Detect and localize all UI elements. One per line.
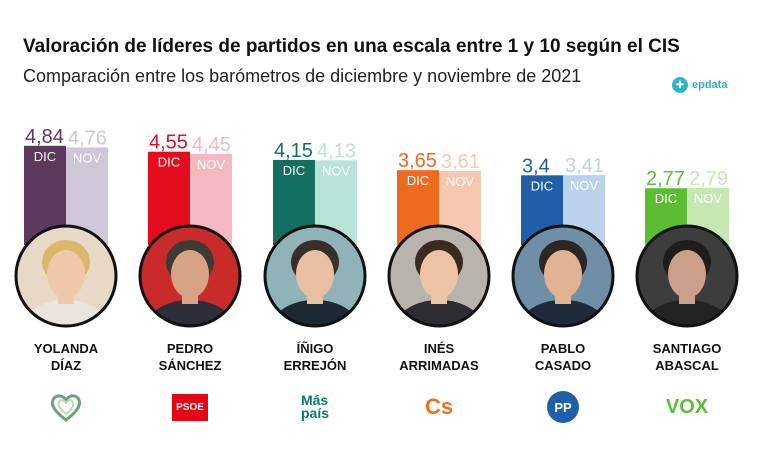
portrait-frame-pedro-sanchez	[138, 224, 242, 328]
leader-last-name: SÁNCHEZ	[158, 358, 222, 373]
portrait-santiago-abascal	[638, 227, 736, 325]
value-label-dic-pedro-sanchez: 4,55	[149, 132, 188, 154]
mas-pais-logo-text: Más país	[300, 392, 329, 421]
pp-logo-icon: PP	[533, 390, 593, 424]
cs-logo-text: Cs	[424, 394, 454, 419]
series-tag-dic: DIC	[655, 191, 677, 206]
vox-logo-icon: VOX	[657, 390, 717, 424]
chart-subtitle: Comparación entre los barómetros de dici…	[23, 66, 582, 86]
heart-logo-icon	[36, 390, 96, 424]
series-tag-nov: NOV	[197, 157, 226, 172]
leader-first-name: INÉS	[423, 341, 455, 356]
value-label-dic-inigo-errejon: 4,15	[274, 140, 313, 162]
value-label-nov-pablo-casado: 3,41	[565, 155, 604, 177]
epdata-brand-text: epdata	[692, 79, 728, 91]
series-tag-nov: NOV	[73, 150, 102, 165]
portrait-frame-santiago-abascal	[635, 224, 739, 328]
series-tag-nov: NOV	[694, 191, 723, 206]
leader-name-ines-arrimadas: INÉS ARRIMADAS	[379, 340, 499, 374]
leader-name-santiago-abascal: SANTIAGO ABASCAL	[627, 340, 747, 374]
series-tag-dic: DIC	[158, 155, 180, 170]
portrait-pedro-sanchez	[141, 227, 239, 325]
series-tag-nov: NOV	[446, 174, 475, 189]
leader-last-name: ABASCAL	[655, 358, 719, 373]
leader-last-name: ARRIMADAS	[399, 358, 479, 373]
epdata-brand: ✚ epdata	[672, 76, 727, 94]
leader-name-pablo-casado: PABLO CASADO	[503, 340, 623, 374]
leader-first-name: PEDRO	[166, 341, 214, 356]
psoe-logo-text: PSOE	[172, 393, 208, 421]
value-label-nov-ines-arrimadas: 3,61	[441, 151, 480, 173]
portrait-inigo-errejon	[266, 227, 364, 325]
value-label-dic-pablo-casado: 3,4	[522, 155, 550, 177]
portrait-pablo-casado	[514, 227, 612, 325]
value-label-nov-pedro-sanchez: 4,45	[192, 134, 231, 156]
pp-logo-text: PP	[547, 391, 579, 423]
series-tag-dic: DIC	[407, 173, 429, 188]
mas-pais-logo-icon: Más país	[285, 390, 345, 424]
leader-first-name: PABLO	[540, 341, 586, 356]
value-label-nov-inigo-errejon: 4,13	[317, 140, 356, 162]
psoe-logo-icon: PSOE	[160, 390, 220, 424]
heart-shape	[50, 394, 82, 422]
leader-last-name: ERREJÓN	[283, 358, 347, 373]
leader-first-name: YOLANDA	[33, 341, 99, 356]
series-tag-dic: DIC	[531, 178, 553, 193]
portrait-frame-inigo-errejon	[263, 224, 367, 328]
leader-first-name: ÍÑIGO	[296, 341, 334, 356]
value-label-dic-santiago-abascal: 2,77	[646, 168, 685, 190]
series-tag-nov: NOV	[322, 163, 351, 178]
portrait-ines-arrimadas	[390, 227, 488, 325]
leader-name-inigo-errejon: ÍÑIGO ERREJÓN	[255, 340, 375, 374]
leader-name-yolanda-diaz: YOLANDA DÍAZ	[6, 340, 126, 374]
portrait-yolanda-diaz	[17, 227, 115, 325]
series-tag-dic: DIC	[283, 163, 305, 178]
portrait-frame-pablo-casado	[511, 224, 615, 328]
vox-logo-text: VOX	[665, 395, 709, 418]
leader-last-name: DÍAZ	[50, 358, 82, 373]
epdata-logo-icon: ✚	[672, 77, 688, 93]
portrait-frame-yolanda-diaz	[14, 224, 118, 328]
value-label-nov-santiago-abascal: 2,79	[689, 168, 728, 190]
value-label-nov-yolanda-diaz: 4,76	[68, 127, 107, 149]
series-tag-dic: DIC	[34, 149, 56, 164]
series-tag-nov: NOV	[570, 178, 599, 193]
leader-last-name: CASADO	[534, 358, 592, 373]
value-label-dic-yolanda-diaz: 4,84	[25, 126, 64, 148]
value-label-dic-ines-arrimadas: 3,65	[398, 150, 437, 172]
portrait-frame-ines-arrimadas	[387, 224, 491, 328]
leader-name-pedro-sanchez: PEDRO SÁNCHEZ	[130, 340, 250, 374]
chart-title: Valoración de líderes de partidos en una…	[23, 36, 680, 57]
cs-logo-icon: Cs	[409, 390, 469, 424]
leader-first-name: SANTIAGO	[652, 341, 722, 356]
